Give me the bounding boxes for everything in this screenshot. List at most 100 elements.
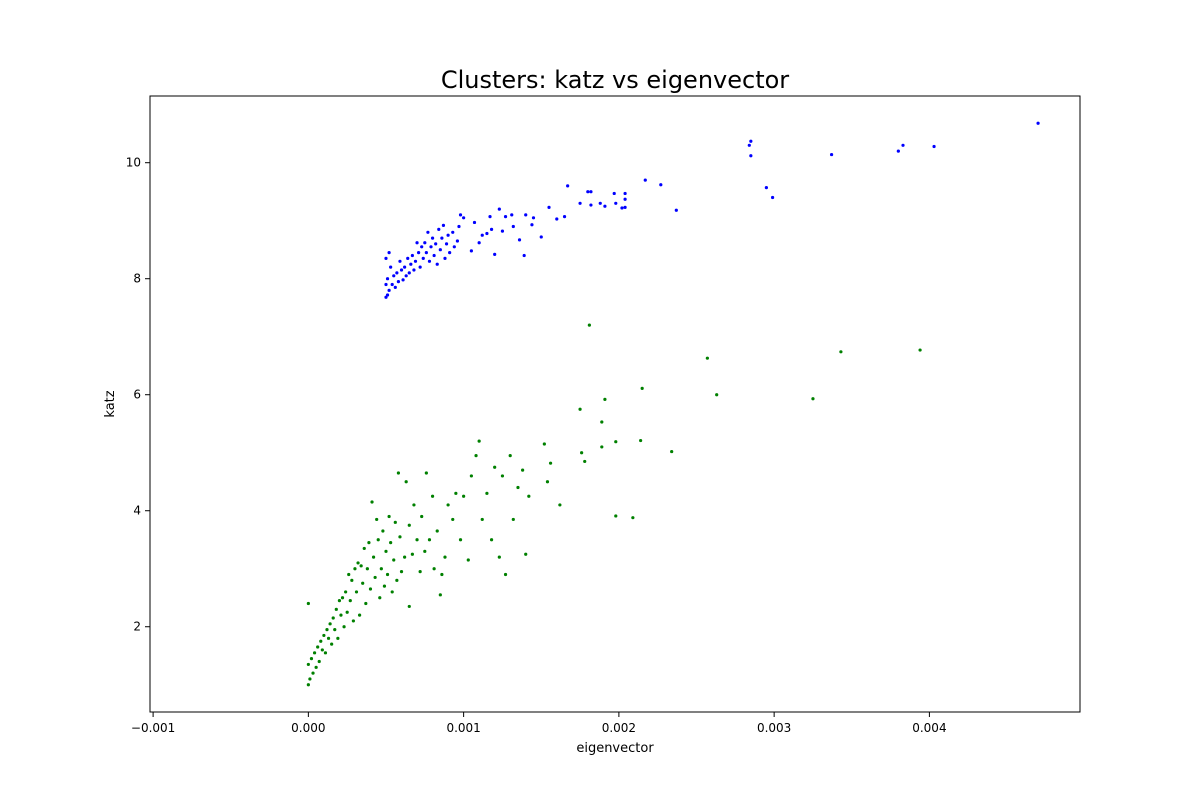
data-point xyxy=(503,572,508,577)
data-point xyxy=(578,201,582,205)
data-point xyxy=(389,541,393,545)
data-point xyxy=(378,596,382,600)
x-tick-label: −0.001 xyxy=(131,721,175,735)
data-point xyxy=(488,215,492,219)
data-point xyxy=(614,514,618,518)
data-point xyxy=(403,265,407,269)
data-point xyxy=(747,143,751,147)
data-point xyxy=(530,223,534,227)
data-point xyxy=(357,613,362,617)
data-point xyxy=(430,494,435,498)
data-point xyxy=(614,440,618,444)
data-point xyxy=(432,253,436,258)
data-point xyxy=(384,295,388,299)
data-point xyxy=(443,256,447,261)
data-point xyxy=(511,224,515,229)
data-point xyxy=(306,662,310,667)
data-point xyxy=(420,245,424,249)
data-point xyxy=(623,191,627,196)
data-point xyxy=(451,230,455,234)
data-point xyxy=(333,628,337,632)
data-point xyxy=(896,149,900,153)
data-point xyxy=(371,555,376,559)
x-tick-label: 0.000 xyxy=(291,721,325,735)
data-point xyxy=(311,671,315,675)
data-point xyxy=(387,288,391,292)
data-point xyxy=(600,420,604,424)
data-point xyxy=(477,241,481,245)
data-point xyxy=(589,190,593,194)
data-point xyxy=(412,503,416,507)
data-point xyxy=(401,278,405,282)
data-point xyxy=(376,538,380,542)
data-point xyxy=(489,538,494,542)
data-point xyxy=(416,251,421,255)
data-point xyxy=(469,249,473,253)
data-point xyxy=(308,677,312,681)
data-point xyxy=(398,535,402,539)
data-point xyxy=(458,213,463,217)
data-point xyxy=(508,454,512,458)
data-point xyxy=(314,665,318,669)
y-tick-label: 10 xyxy=(126,156,141,170)
data-point xyxy=(918,348,922,352)
data-point xyxy=(340,596,345,600)
data-point xyxy=(587,323,591,327)
data-point xyxy=(612,191,616,196)
data-point xyxy=(387,514,391,519)
data-point xyxy=(390,282,394,287)
data-point xyxy=(423,549,427,553)
data-point xyxy=(932,144,936,149)
data-point xyxy=(322,633,326,638)
data-point xyxy=(379,567,383,571)
data-point xyxy=(435,262,439,266)
x-axis: −0.001 0.000 0.001 0.002 0.003 0.004 xyxy=(131,712,947,735)
data-point xyxy=(404,274,408,278)
data-point xyxy=(348,599,352,603)
data-point xyxy=(500,229,505,233)
data-point xyxy=(462,494,466,498)
data-point xyxy=(382,584,387,588)
data-point xyxy=(527,494,531,498)
data-point xyxy=(325,628,329,632)
data-point xyxy=(339,613,343,617)
data-point xyxy=(432,567,436,571)
data-point xyxy=(643,178,647,182)
data-point xyxy=(381,529,385,533)
data-point xyxy=(406,256,410,261)
data-point xyxy=(614,201,618,205)
data-point xyxy=(749,139,753,143)
data-point xyxy=(474,454,478,458)
data-point xyxy=(770,195,775,200)
data-point xyxy=(522,253,526,258)
data-point xyxy=(385,572,390,577)
data-point xyxy=(427,259,432,263)
data-point xyxy=(399,268,404,272)
data-point xyxy=(451,517,455,522)
data-point xyxy=(457,224,461,229)
data-point xyxy=(477,439,481,443)
data-point xyxy=(521,468,525,472)
data-point xyxy=(503,215,508,219)
x-tick-label: 0.002 xyxy=(602,721,636,735)
data-point xyxy=(403,555,407,559)
data-point xyxy=(407,604,411,609)
data-point xyxy=(674,208,678,212)
data-point xyxy=(580,451,584,455)
data-point xyxy=(375,517,379,522)
x-tick-label: 0.004 xyxy=(912,721,946,735)
data-point xyxy=(600,445,604,449)
data-point xyxy=(385,293,390,297)
data-point xyxy=(317,659,321,664)
data-point xyxy=(365,567,369,571)
data-point xyxy=(578,407,582,411)
data-point xyxy=(334,607,338,611)
data-point xyxy=(407,523,411,527)
y-tick-label: 4 xyxy=(133,504,141,518)
y-axis: 2 4 6 8 10 xyxy=(126,156,150,634)
data-point xyxy=(367,541,371,545)
data-point xyxy=(516,485,520,490)
data-point xyxy=(415,538,419,542)
